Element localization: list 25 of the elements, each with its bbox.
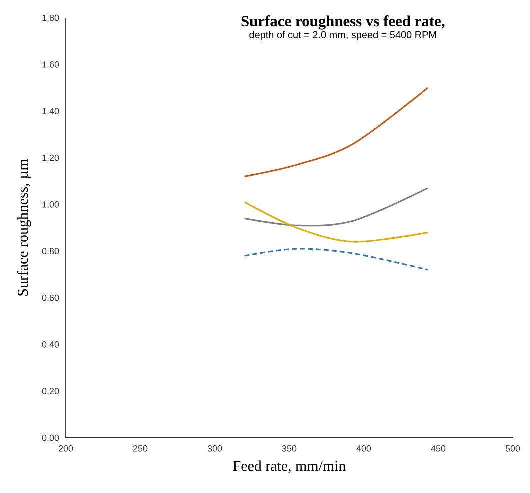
y-tick-label: 1.60 bbox=[42, 61, 60, 68]
chart-title: Surface roughness vs feed rate, bbox=[242, 16, 445, 30]
x-tick-label: 500 bbox=[506, 446, 520, 452]
x-tick-label: 250 bbox=[133, 446, 148, 452]
x-tick-label: 300 bbox=[208, 446, 222, 452]
y-tick-label: 1.20 bbox=[42, 154, 60, 162]
y-tick-label: 0.80 bbox=[42, 248, 60, 255]
text: depth of cut = 2.0 mm, speed = 5400 RPM bbox=[250, 31, 436, 40]
y-tick-label: 0.40 bbox=[42, 341, 60, 348]
y-tick-label: 0.60 bbox=[42, 294, 60, 302]
y-axis-title: Surface roughness, µm bbox=[17, 159, 32, 296]
y-tick-label: 1.40 bbox=[42, 108, 60, 115]
x-tick-label: 350 bbox=[282, 446, 297, 452]
line-series bbox=[244, 248, 429, 271]
y-tick-label: 1.00 bbox=[42, 201, 60, 208]
y-tick-label: 0.20 bbox=[42, 388, 60, 395]
x-tick-label: 400 bbox=[356, 446, 372, 452]
x-tick-label: 450 bbox=[431, 446, 446, 452]
line-series bbox=[244, 188, 429, 227]
line-series bbox=[244, 202, 429, 243]
y-tick-label: 0.00 bbox=[42, 434, 60, 442]
line-series bbox=[244, 87, 429, 178]
x-axis-title: Feed rate, mm/min bbox=[233, 460, 346, 474]
y-tick-label: 1.80 bbox=[42, 14, 60, 22]
x-tick-label: 200 bbox=[58, 446, 74, 452]
